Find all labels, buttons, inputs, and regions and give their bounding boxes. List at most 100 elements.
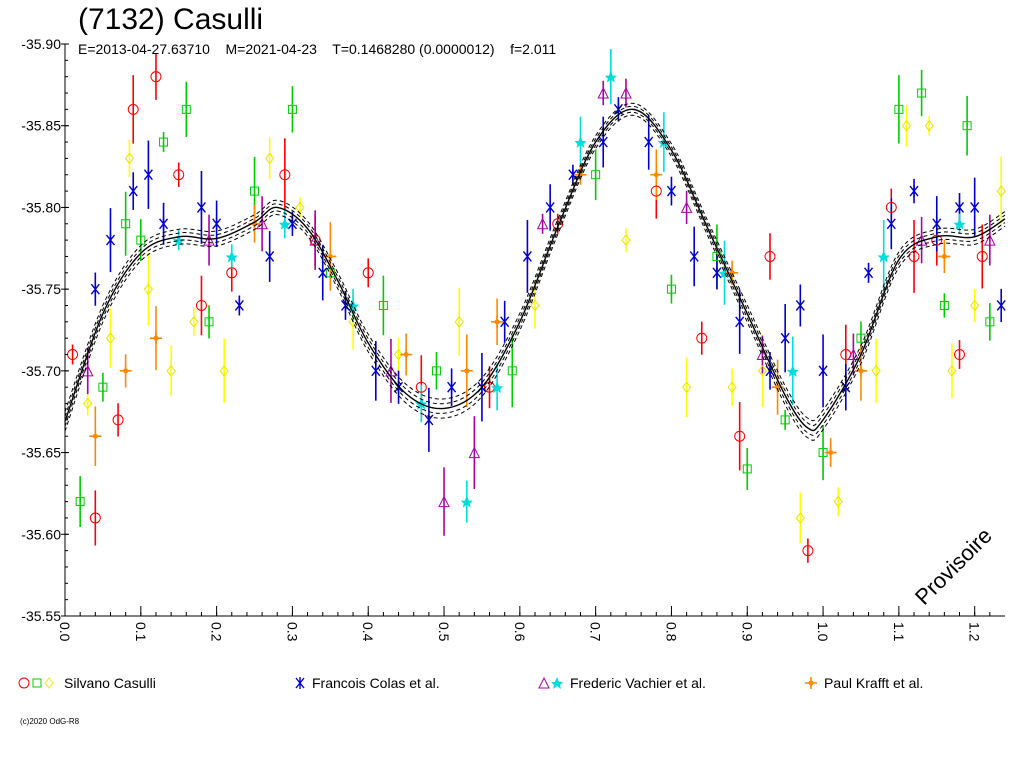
x-tick-label: 0.2 <box>209 622 225 642</box>
x-tick-label: 1.2 <box>967 622 983 642</box>
data-point <box>877 250 890 263</box>
data-point <box>196 201 206 214</box>
chart-title: (7132) Casulli <box>78 3 264 36</box>
data-point <box>734 430 746 442</box>
data-point <box>143 168 153 181</box>
data-point <box>195 299 207 311</box>
data-point <box>864 266 874 279</box>
fit-envelope <box>64 105 1006 427</box>
x-tick-label: 0.3 <box>284 622 300 642</box>
data-point <box>136 235 146 245</box>
data-point <box>847 348 860 361</box>
data-point <box>597 86 610 99</box>
data-point <box>780 332 790 345</box>
data-point <box>226 267 238 279</box>
data-point <box>159 217 169 230</box>
chart-subtitle: E=2013-04-27.63710 M=2021-04-23 T=0.1468… <box>78 41 557 57</box>
x-tick-label: 0.8 <box>663 622 679 642</box>
y-tick-label: -35.60 <box>21 526 61 542</box>
data-point <box>500 315 510 328</box>
data-point <box>393 348 404 361</box>
fit-envelope <box>64 111 1006 436</box>
data-point <box>454 316 464 328</box>
data-point-center <box>403 352 409 358</box>
data-point <box>818 364 828 377</box>
data-point <box>150 71 162 83</box>
data-point <box>90 283 100 296</box>
data-point <box>666 284 676 294</box>
x-tick-label: 0.6 <box>512 622 528 642</box>
data-point <box>885 201 897 213</box>
legend-item-colas: Francois Colas et al. <box>294 674 440 692</box>
data-point <box>385 364 397 377</box>
data-point <box>530 299 540 312</box>
data-point <box>362 267 374 279</box>
data-point-center <box>729 270 735 276</box>
data-point <box>219 365 229 377</box>
data-point <box>250 186 260 196</box>
data-point <box>764 250 776 262</box>
data-point <box>681 381 692 394</box>
data-point <box>279 169 291 181</box>
data-point <box>75 497 85 507</box>
data-point <box>225 250 238 263</box>
legend-item-krafft: Paul Krafft et al. <box>804 674 923 692</box>
data-point <box>727 381 737 394</box>
data-point <box>756 348 769 361</box>
y-tick-label: -35.90 <box>21 36 61 52</box>
data-point <box>996 185 1006 197</box>
data-point <box>924 119 934 132</box>
data-point <box>143 283 154 295</box>
data-point <box>650 185 662 197</box>
y-tick-label: -35.85 <box>21 118 61 134</box>
legend-item-casulli: Silvano Casulli <box>18 674 156 692</box>
data-point <box>871 365 881 377</box>
data-point <box>212 217 222 230</box>
data-point <box>954 201 965 214</box>
data-point <box>568 168 578 181</box>
data-point <box>173 169 185 181</box>
data-point <box>917 88 927 98</box>
data-point-center <box>941 253 947 259</box>
y-tick-label: -35.75 <box>21 281 61 297</box>
data-point <box>124 152 135 165</box>
copyright-notice: (c)2020 OdG-R8 <box>20 717 80 726</box>
x-tick-label: 0.5 <box>436 622 452 642</box>
data-point <box>105 234 116 247</box>
data-point <box>735 315 745 328</box>
data-point-center <box>494 319 500 325</box>
data-point <box>947 365 957 377</box>
data-point <box>83 397 93 410</box>
x-tick-label: 0.0 <box>57 622 73 642</box>
data-point <box>424 413 434 426</box>
data-point <box>507 366 517 376</box>
data-point-center <box>92 433 98 439</box>
data-point <box>415 381 427 393</box>
y-tick-label: -35.70 <box>21 363 61 379</box>
data-point <box>438 495 450 508</box>
error-bars <box>71 49 1003 563</box>
data-point <box>984 233 996 246</box>
data-point <box>265 152 275 165</box>
data-point <box>901 119 912 132</box>
data-point <box>309 233 321 246</box>
data-point <box>856 333 866 343</box>
data-point <box>666 185 676 198</box>
data-point <box>536 217 549 230</box>
data-point <box>447 381 457 394</box>
star-icon <box>295 677 305 689</box>
x-tick-label: 1.1 <box>891 622 907 642</box>
data-point <box>121 219 131 229</box>
data-point <box>644 136 654 149</box>
data-point <box>112 414 124 426</box>
data-point <box>932 217 942 230</box>
data-point <box>712 266 722 279</box>
data-point <box>98 382 108 392</box>
data-point <box>786 364 799 377</box>
legend-label: Paul Krafft et al. <box>824 675 924 691</box>
x-tick-label: 0.9 <box>739 622 755 642</box>
data-point <box>985 317 995 327</box>
data-point <box>939 300 949 310</box>
data-point <box>795 299 805 312</box>
